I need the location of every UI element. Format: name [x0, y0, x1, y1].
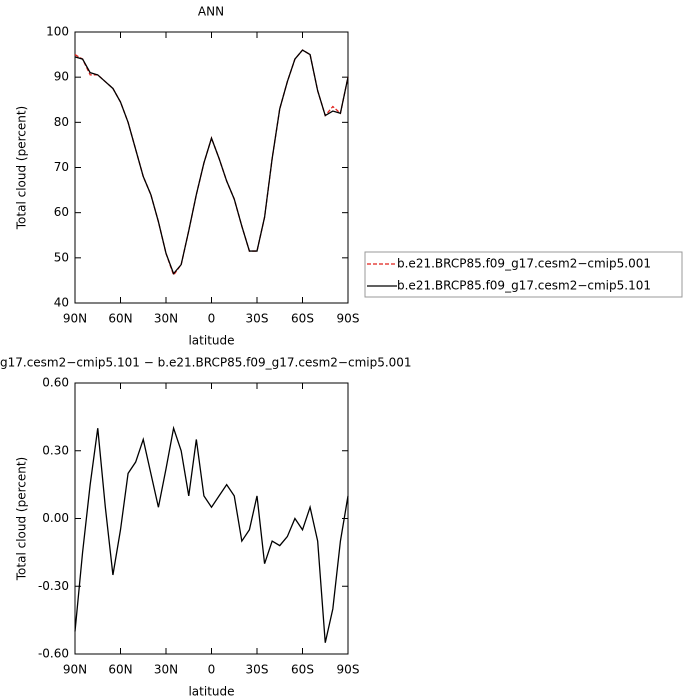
legend-label: b.e21.BRCP85.f09_g17.cesm2−cmip5.101: [397, 279, 651, 293]
x-tick-label: 30S: [246, 663, 269, 677]
x-tick-label: 30S: [246, 312, 269, 326]
data-line: [74, 49, 349, 275]
y-tick-label: 0.00: [42, 511, 69, 525]
y-tick-label: 70: [54, 160, 69, 174]
x-tick-label: 60N: [108, 312, 132, 326]
y-tick-label: 0.60: [42, 376, 69, 390]
chart-title: ANN: [198, 5, 224, 19]
y-tick-label: 100: [46, 25, 69, 39]
data-line: [74, 425, 349, 643]
y-axis-label: Total cloud (percent): [15, 457, 29, 581]
data-line: [74, 49, 349, 277]
legend-label: b.e21.BRCP85.f09_g17.cesm2−cmip5.001: [397, 257, 651, 271]
plot-frame: [74, 31, 349, 304]
x-tick-label: 90N: [63, 312, 87, 326]
x-tick-label: 90N: [63, 663, 87, 677]
x-tick-label: 90S: [337, 312, 360, 326]
x-tick-label: 60S: [291, 312, 314, 326]
x-tick-label: 30N: [154, 663, 178, 677]
y-tick-label: 40: [54, 296, 69, 310]
y-tick-label: 60: [54, 205, 69, 219]
x-tick-label: 0: [208, 312, 216, 326]
x-tick-label: 60N: [108, 663, 132, 677]
x-tick-label: 30N: [154, 312, 178, 326]
y-tick-label: -0.30: [38, 579, 69, 593]
plot-frame: [74, 382, 349, 655]
chart-title: g17.cesm2−cmip5.101 − b.e21.BRCP85.f09_g…: [0, 356, 412, 370]
y-tick-label: 0.30: [42, 443, 69, 457]
legend-box: [364, 251, 683, 298]
y-tick-label: 90: [54, 70, 69, 84]
y-tick-label: 80: [54, 115, 69, 129]
x-tick-label: 90S: [337, 663, 360, 677]
x-axis-label: latitude: [188, 334, 234, 348]
x-tick-label: 60S: [291, 663, 314, 677]
x-tick-label: 0: [208, 663, 216, 677]
y-tick-label: 50: [54, 250, 69, 264]
y-tick-label: -0.60: [38, 647, 69, 661]
y-axis-label: Total cloud (percent): [15, 106, 29, 230]
x-axis-label: latitude: [188, 685, 234, 699]
